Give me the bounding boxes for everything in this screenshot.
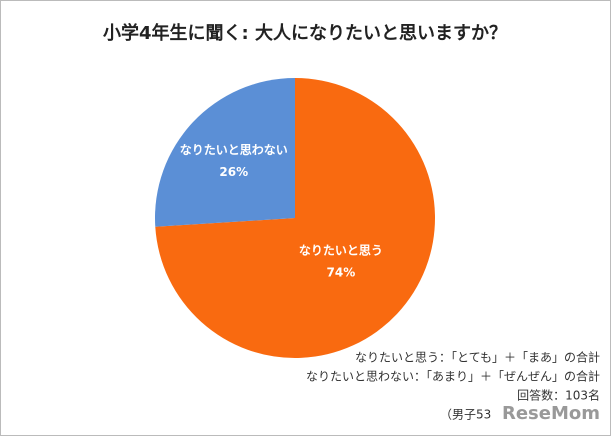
value-label: 74% xyxy=(327,266,356,280)
note: なりたいと思わない：「あまり」＋「ぜんぜん」の合計 xyxy=(306,369,600,384)
note: 回答数：103名 xyxy=(517,388,600,403)
pie-slice xyxy=(155,78,436,358)
value-label: 26% xyxy=(219,165,248,179)
slice-label: なりたいと思わない xyxy=(180,143,288,157)
watermark: ReseMom xyxy=(502,403,600,424)
pie-slice xyxy=(155,78,295,227)
chart-title: 小学4年生に聞く: 大人になりたいと思いますか？ xyxy=(103,22,507,44)
note: （男子53 xyxy=(440,408,491,422)
note: なりたいと思う：「とても」＋「まあ」の合計 xyxy=(355,350,600,365)
slice-label: なりたいと思う xyxy=(299,244,383,258)
